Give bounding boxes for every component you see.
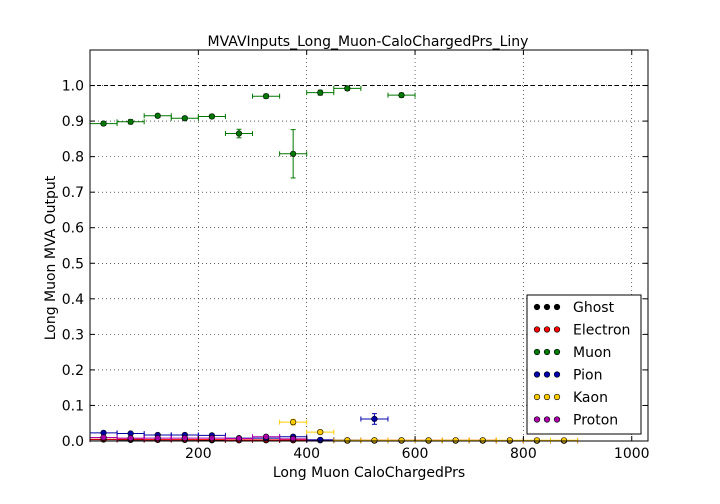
series-muon xyxy=(89,85,416,179)
y-tick-label: 0.3 xyxy=(62,327,84,343)
y-tick-label: 0.5 xyxy=(62,256,84,272)
y-tick-label: 0.9 xyxy=(62,114,84,130)
data-point xyxy=(317,429,324,436)
legend-marker xyxy=(543,348,551,356)
legend-marker xyxy=(533,416,541,423)
data-point xyxy=(181,435,188,442)
legend-marker xyxy=(553,326,561,333)
axis-ticks: 200 400 600 800 1000 0.0 0.1 0.2 0.3 0.4 0.5 0.6 0.7… xyxy=(62,50,650,462)
x-tick-label: 600 xyxy=(402,446,429,462)
legend-label: Muon xyxy=(573,345,611,361)
legend-marker xyxy=(533,371,541,378)
x-tick-label: 800 xyxy=(510,446,537,462)
x-tick-label: 200 xyxy=(185,446,212,462)
data-point xyxy=(506,437,513,444)
legend-marker xyxy=(553,416,561,423)
x-tick-label: 400 xyxy=(293,446,320,462)
x-axis-label: Long Muon CaloChargedPrs xyxy=(273,465,465,481)
legend-marker xyxy=(553,348,561,356)
y-tick-label: 0.6 xyxy=(62,221,84,237)
data-point xyxy=(208,435,215,442)
data-point xyxy=(290,435,297,442)
data-point xyxy=(181,115,188,122)
y-tick-label: 0.1 xyxy=(62,398,84,414)
plot-frame xyxy=(89,49,649,442)
data-point xyxy=(235,435,243,442)
data-point xyxy=(344,85,351,92)
data-point xyxy=(317,436,324,444)
legend-marker xyxy=(533,303,541,311)
legend-marker xyxy=(533,326,541,333)
data-point xyxy=(262,433,270,440)
data-point xyxy=(100,120,107,127)
data-point xyxy=(560,437,568,444)
data-point xyxy=(262,93,270,100)
data-point xyxy=(371,415,378,423)
legend-entry-pion: Pion xyxy=(533,368,602,384)
y-tick-label: 0.7 xyxy=(62,185,84,201)
data-point xyxy=(100,434,107,441)
y-tick-label: 1.0 xyxy=(62,79,84,95)
data-point xyxy=(290,419,297,426)
legend-label: Ghost xyxy=(573,300,615,316)
series-proton xyxy=(89,433,308,442)
legend-marker xyxy=(533,393,541,401)
data-point xyxy=(479,437,486,444)
legend-marker xyxy=(543,303,551,311)
legend-entry-muon: Muon xyxy=(533,345,611,361)
y-axis-label: Long Muon MVA Output xyxy=(43,175,59,340)
data-point xyxy=(371,437,378,444)
y-tick-label: 0.2 xyxy=(62,363,84,379)
y-tick-label: 0.8 xyxy=(62,150,84,166)
legend-marker xyxy=(553,303,561,311)
legend-entry-kaon: Kaon xyxy=(533,390,608,406)
data-point xyxy=(127,118,134,125)
data-point xyxy=(398,92,405,99)
legend-entry-ghost: Ghost xyxy=(533,300,615,316)
data-point xyxy=(452,437,459,444)
data-point xyxy=(208,113,215,120)
data-point xyxy=(235,130,243,137)
series-kaon xyxy=(279,418,579,444)
data-point xyxy=(344,437,351,444)
legend-marker xyxy=(543,393,551,401)
legend-label: Kaon xyxy=(573,390,608,406)
chart-title: MVAVInputs_Long_Muon-CaloChargedPrs_Liny xyxy=(208,34,529,50)
data-point xyxy=(317,89,324,96)
legend-label: Electron xyxy=(573,323,630,339)
legend-marker xyxy=(543,371,551,378)
data-point xyxy=(533,437,541,444)
legend-marker xyxy=(553,371,561,378)
data-point xyxy=(154,112,161,119)
data-point xyxy=(425,437,432,444)
legend-marker xyxy=(533,348,541,356)
y-tick-label: 0.4 xyxy=(62,292,84,308)
data-point xyxy=(290,150,297,157)
legend: Ghost Electron Muon Pion Kaon Proton xyxy=(526,294,642,435)
legend-marker xyxy=(543,416,551,423)
data-point xyxy=(127,435,134,442)
legend-entry-electron: Electron xyxy=(533,323,630,339)
y-tick-label: 0.0 xyxy=(62,434,84,450)
legend-label: Proton xyxy=(573,413,618,429)
x-tick-label: 1000 xyxy=(614,446,650,462)
data-point xyxy=(398,437,405,444)
legend-box xyxy=(526,294,642,435)
legend-label: Pion xyxy=(573,368,602,384)
legend-entry-proton: Proton xyxy=(533,413,618,429)
legend-marker xyxy=(553,393,561,401)
legend-marker xyxy=(543,326,551,333)
data-point xyxy=(154,435,161,442)
